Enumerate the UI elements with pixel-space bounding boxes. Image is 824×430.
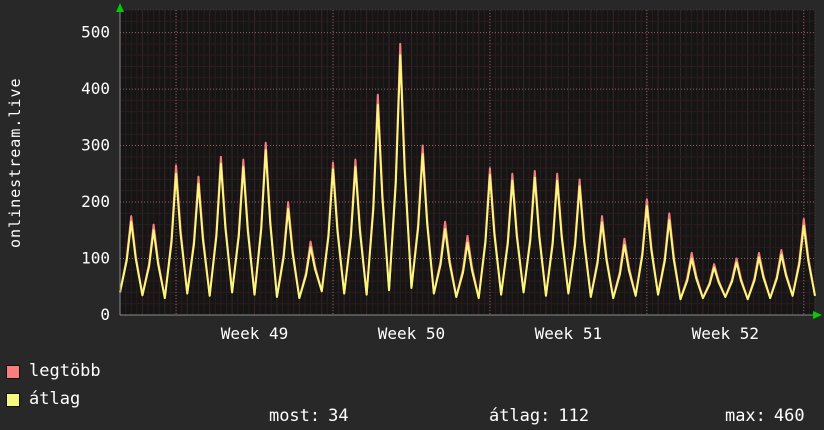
svg-text:500: 500 xyxy=(81,23,110,42)
legend-swatch-legtobb-icon xyxy=(6,364,20,379)
svg-text:300: 300 xyxy=(81,136,110,155)
legend-item-legtobb: legtöbb xyxy=(6,363,101,380)
stat-max-value: 460 xyxy=(773,406,805,426)
svg-text:Week 49: Week 49 xyxy=(221,324,288,343)
svg-text:400: 400 xyxy=(81,79,110,98)
legend-label-atlag: átlag xyxy=(29,389,81,409)
traffic-chart: 0 100 200 300 400 500 Week 49 Week 50 Week 51 Wee… xyxy=(81,3,822,343)
stat-max: max: 460 xyxy=(684,391,805,430)
stat-atlag-value: 112 xyxy=(558,406,590,426)
svg-text:Week 52: Week 52 xyxy=(692,324,759,343)
stat-atlag-label: átlag: xyxy=(488,406,551,426)
stat-atlag: átlag: 112 xyxy=(448,391,589,430)
legend-swatch-atlag-icon xyxy=(6,392,20,407)
legend-label-legtobb: legtöbb xyxy=(29,361,101,381)
stat-most-label: most: xyxy=(268,406,321,426)
legend-item-atlag: átlag xyxy=(6,391,80,408)
svg-text:100: 100 xyxy=(81,249,110,268)
svg-text:200: 200 xyxy=(81,192,110,211)
stat-max-label: max: xyxy=(724,406,766,426)
stat-most: most: 34 xyxy=(228,391,349,430)
svg-text:Week 51: Week 51 xyxy=(535,324,602,343)
svg-text:0: 0 xyxy=(100,305,110,324)
svg-text:Week 50: Week 50 xyxy=(378,324,445,343)
stat-most-value: 34 xyxy=(328,406,349,426)
